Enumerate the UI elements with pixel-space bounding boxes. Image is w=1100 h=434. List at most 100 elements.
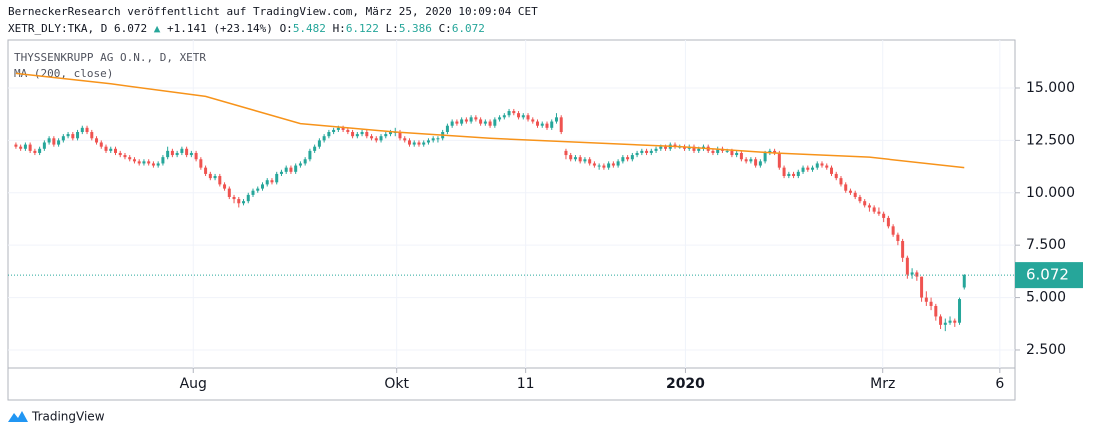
candle-body: [749, 159, 753, 162]
candle-body: [616, 161, 620, 166]
candle-body: [412, 142, 416, 145]
candle-body: [123, 155, 127, 158]
candle-body: [630, 155, 634, 160]
candle-body: [47, 138, 51, 143]
candle-body: [825, 165, 829, 168]
candle-body: [275, 173, 279, 183]
grid: [8, 40, 1015, 368]
candle-body: [905, 257, 909, 275]
candle-body: [844, 184, 848, 191]
candle-body: [445, 125, 449, 133]
candle-body: [896, 234, 900, 241]
candle-body: [858, 196, 862, 202]
h-label: H:: [333, 22, 346, 35]
candle-body: [602, 165, 606, 168]
candle-body: [237, 199, 241, 204]
candle-body: [820, 163, 824, 166]
candle-body: [635, 152, 639, 156]
candle-body: [469, 117, 473, 122]
candle-body: [787, 173, 791, 177]
candle-body: [811, 167, 815, 170]
x-tick-label: Okt: [384, 376, 409, 392]
candle-body: [76, 132, 80, 139]
candle-body: [308, 150, 312, 160]
candle-body: [417, 142, 421, 145]
candle-body: [521, 115, 525, 118]
last: 6.072: [114, 22, 147, 35]
candle-body: [279, 171, 283, 174]
candle-body: [251, 190, 255, 195]
candle-body: [336, 127, 340, 130]
candle-body: [498, 117, 502, 120]
candle-body: [175, 152, 179, 156]
candle-body: [109, 148, 113, 151]
candle-body: [341, 127, 345, 130]
logo-icon: [8, 411, 28, 422]
candle-body: [113, 148, 117, 153]
x-tick-label: Mrz: [870, 376, 895, 392]
candle-body: [550, 121, 554, 128]
candle-body: [697, 148, 701, 151]
candle-body: [351, 132, 355, 137]
candle-body: [758, 161, 762, 166]
candle-body: [365, 132, 369, 137]
candle-body: [189, 152, 193, 156]
candle-body: [611, 163, 615, 166]
candle-body: [488, 121, 492, 126]
y-tick-label: 10.000: [1026, 185, 1075, 201]
candle-body: [38, 148, 42, 153]
candle-body: [801, 167, 805, 172]
candle-body: [232, 196, 236, 200]
candle-body: [559, 117, 563, 133]
candle-body: [796, 171, 800, 177]
candle-body: [573, 157, 577, 160]
legend-title: THYSSENKRUPP AG O.N., D, XETR: [14, 51, 206, 64]
candle-body: [920, 276, 924, 298]
candle-body: [407, 140, 411, 145]
candle-body: [540, 123, 544, 126]
candle-body: [730, 150, 734, 156]
symbol: XETR_DLY:TKA, D: [8, 22, 107, 35]
candle-body: [346, 129, 350, 133]
candle-body: [95, 138, 99, 143]
candle-body: [389, 132, 393, 135]
candle-body: [431, 138, 435, 141]
candle-body: [384, 134, 388, 137]
candle-body: [777, 152, 781, 168]
candle-body: [915, 272, 919, 277]
candle-body: [360, 132, 364, 135]
candle-body: [479, 119, 483, 124]
candle-body: [436, 138, 440, 140]
y-tick-label: 7.500: [1026, 237, 1066, 253]
candle-body: [180, 148, 184, 153]
candle-body: [256, 188, 260, 191]
candle-body: [664, 146, 668, 149]
candle-body: [512, 111, 516, 114]
candle-body: [128, 157, 132, 160]
candle-body: [61, 136, 65, 141]
y-tick-label: 2.500: [1026, 342, 1066, 358]
candle-body: [953, 320, 957, 323]
candle-body: [370, 136, 374, 139]
candle-body: [531, 119, 535, 122]
candle-body: [218, 176, 222, 185]
candle-body: [223, 184, 227, 189]
candle-body: [483, 121, 487, 124]
candle-body: [891, 226, 895, 235]
candle-body: [42, 142, 46, 149]
candle-body: [536, 121, 540, 126]
candle-body: [450, 121, 454, 126]
candle-body: [166, 150, 170, 158]
candle-body: [792, 173, 796, 177]
candle-body: [474, 117, 478, 120]
candle-body: [754, 159, 758, 166]
candle-body: [455, 121, 459, 124]
candle-body: [645, 150, 649, 153]
ma-line: [15, 72, 965, 169]
candle-body: [265, 180, 269, 185]
candle-body: [204, 167, 208, 174]
candle-body: [194, 152, 198, 160]
candle-body: [298, 163, 302, 166]
candle-body: [649, 150, 653, 153]
brand: TradingView: [31, 410, 105, 424]
